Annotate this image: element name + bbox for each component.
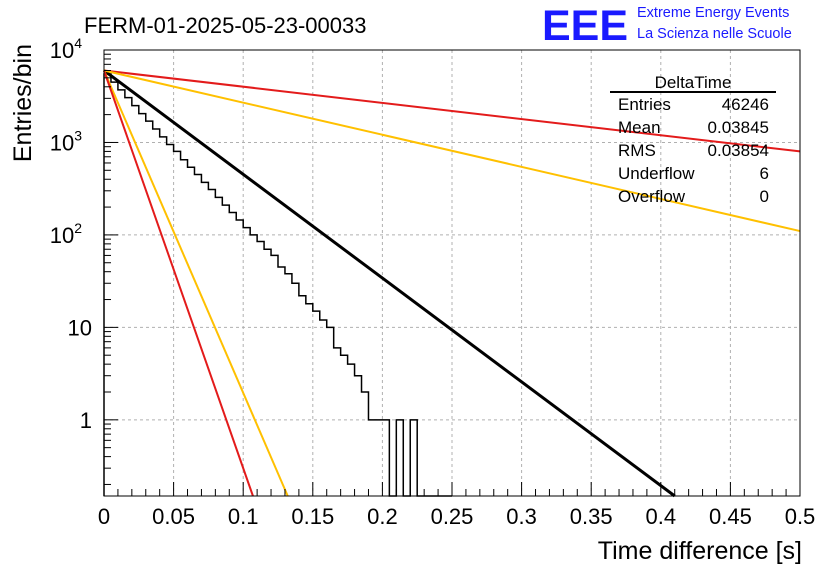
- stats-label-overflow: Overflow: [618, 187, 686, 206]
- fit-line: [103, 69, 801, 153]
- chart-title: FERM-01-2025-05-23-00033: [84, 13, 367, 38]
- x-tick-label: 0: [98, 504, 110, 529]
- histogram-series: [103, 73, 452, 497]
- x-tick-label: 0.25: [431, 504, 474, 529]
- stats-value-underflow: 6: [760, 164, 769, 183]
- x-tick-label: 0.5: [785, 504, 816, 529]
- fit-line: [103, 69, 676, 498]
- stats-label-rms: RMS: [618, 141, 656, 160]
- fit-line: [103, 70, 254, 497]
- x-tick-label: 0.05: [152, 504, 195, 529]
- x-axis-ticks: 0 0.05 0.1 0.15 0.2 0.25 0.3 0.35 0.4 0.45 0.5: [98, 482, 815, 529]
- x-tick-label: 0.15: [291, 504, 334, 529]
- stats-box: DeltaTime Entries 46246 Mean 0.03845 RMS…: [610, 73, 776, 206]
- x-tick-label: 0.4: [646, 504, 677, 529]
- y-tick-label: 1: [80, 408, 92, 433]
- stats-value-entries: 46246: [722, 95, 769, 114]
- x-tick-label: 0.1: [228, 504, 259, 529]
- grid-lines: [104, 49, 800, 496]
- histogram-outline: [103, 73, 452, 497]
- x-tick-label: 0.2: [367, 504, 398, 529]
- y-tick-label: 104: [50, 35, 82, 63]
- logo-line-2: La Scienza nelle Scuole: [637, 26, 792, 42]
- stats-title: DeltaTime: [655, 73, 732, 92]
- fit-line: [103, 69, 801, 233]
- stats-label-entries: Entries: [618, 95, 671, 114]
- stats-value-overflow: 0: [760, 187, 769, 206]
- x-tick-label: 0.3: [506, 504, 537, 529]
- stats-label-underflow: Underflow: [618, 164, 695, 183]
- stats-value-mean: 0.03845: [708, 118, 769, 137]
- y-tick-label: 103: [50, 127, 82, 155]
- fit-line: [103, 70, 289, 497]
- y-tick-label: 10: [68, 315, 92, 340]
- y-axis-ticks: 1 10 102 103 104: [50, 35, 118, 485]
- x-axis-label: Time difference [s]: [598, 537, 802, 565]
- x-tick-label: 0.35: [570, 504, 613, 529]
- stats-value-rms: 0.03854: [708, 141, 769, 160]
- y-axis-label: Entries/bin: [9, 44, 37, 162]
- logo-mark: EEE: [542, 2, 628, 50]
- stats-label-mean: Mean: [618, 118, 661, 137]
- logo-line-1: Extreme Energy Events: [637, 5, 789, 21]
- x-tick-label: 0.45: [709, 504, 752, 529]
- fit-lines: [103, 69, 801, 498]
- eee-logo: EEE Extreme Energy Events La Scienza nel…: [542, 2, 792, 50]
- y-tick-label: 102: [50, 220, 82, 248]
